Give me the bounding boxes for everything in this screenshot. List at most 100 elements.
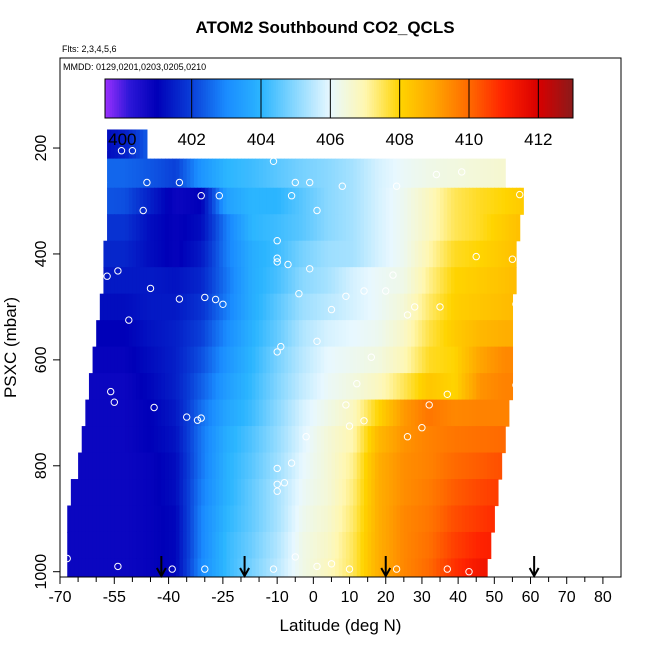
heatmap-cell — [114, 373, 119, 401]
heatmap-cell — [172, 479, 177, 507]
heatmap-cell — [219, 346, 224, 374]
heatmap-cell — [259, 399, 264, 427]
heatmap-cell — [208, 320, 213, 348]
colorbar-swatch — [411, 79, 415, 118]
heatmap-cell — [222, 267, 228, 295]
heatmap-cell — [237, 399, 242, 427]
heatmap-cell — [356, 158, 362, 189]
heatmap-cell — [389, 240, 394, 268]
heatmap-cell — [487, 531, 492, 560]
heatmap-cell — [230, 346, 235, 374]
heatmap-cell — [356, 505, 362, 533]
heatmap-cell — [465, 158, 470, 189]
heatmap-cell — [78, 452, 83, 480]
heatmap-cell — [183, 187, 188, 215]
heatmap-cell — [331, 214, 336, 242]
heatmap-cell — [74, 531, 79, 560]
heatmap-cell — [190, 479, 195, 507]
heatmap-cell — [288, 158, 293, 189]
heatmap-cell — [295, 293, 300, 321]
heatmap-cell — [212, 558, 217, 577]
heatmap-cell — [70, 479, 76, 507]
observation-marker — [114, 562, 122, 571]
heatmap-cell — [132, 267, 137, 295]
heatmap-cell — [248, 479, 253, 507]
heatmap-cell — [85, 426, 90, 454]
heatmap-cell — [107, 531, 112, 560]
colorbar-swatch — [521, 79, 525, 118]
heatmap-cell — [226, 320, 231, 348]
heatmap-cell — [331, 240, 336, 268]
heatmap-cell — [139, 320, 144, 348]
heatmap-cell — [154, 346, 159, 374]
heatmap-cell — [298, 531, 304, 560]
heatmap-cell — [208, 505, 213, 533]
heatmap-cell — [411, 531, 416, 560]
heatmap-cell — [215, 479, 220, 507]
heatmap-cell — [273, 531, 278, 560]
heatmap-cell — [259, 479, 264, 507]
heatmap-cell — [342, 320, 347, 348]
heatmap-cell — [447, 426, 452, 454]
heatmap-cell — [443, 158, 448, 189]
heatmap-cell — [396, 346, 401, 374]
heatmap-cell — [146, 399, 152, 427]
heatmap-cell — [251, 293, 257, 321]
heatmap-cell — [154, 214, 159, 242]
heatmap-cell — [237, 214, 242, 242]
heatmap-cell — [255, 479, 260, 507]
heatmap-cell — [201, 399, 206, 427]
heatmap-cell — [461, 558, 466, 577]
heatmap-cell — [421, 452, 427, 480]
heatmap-cell — [186, 399, 191, 427]
heatmap-cell — [378, 426, 383, 454]
heatmap-cell — [121, 240, 126, 268]
heatmap-cell — [302, 558, 307, 577]
heatmap-cell — [374, 426, 380, 454]
heatmap-cell — [338, 505, 343, 533]
heatmap-cell — [479, 479, 485, 507]
observation-marker — [360, 417, 368, 425]
heatmap-cell — [143, 267, 148, 295]
heatmap-cell — [436, 214, 441, 242]
heatmap-cell — [222, 452, 228, 480]
heatmap-cell — [494, 214, 499, 242]
heatmap-cell — [516, 214, 521, 242]
heatmap-cell — [277, 293, 282, 321]
heatmap-cell — [392, 505, 398, 533]
heatmap-cell — [110, 129, 115, 160]
x-tick-label: 70 — [558, 589, 576, 606]
colorbar-swatch — [315, 79, 319, 118]
heatmap-cell — [259, 426, 264, 454]
heatmap-cell — [501, 373, 506, 401]
heatmap-cell — [117, 558, 123, 577]
heatmap-cell — [374, 452, 380, 480]
heatmap-cell — [400, 531, 405, 560]
heatmap-cell — [237, 158, 242, 189]
heatmap-cell — [284, 346, 289, 374]
colorbar-swatch — [376, 79, 380, 118]
heatmap-band — [85, 399, 510, 427]
heatmap-cell — [262, 293, 267, 321]
heatmap-cell — [494, 479, 499, 507]
heatmap-cell — [136, 214, 141, 242]
heatmap-cell — [255, 187, 260, 215]
heatmap-cell — [81, 452, 86, 480]
heatmap-cell — [186, 373, 191, 401]
colorbar-swatch — [165, 79, 169, 118]
heatmap-cell — [219, 426, 224, 454]
heatmap-cell — [201, 346, 206, 374]
heatmap-cell — [172, 214, 177, 242]
observation-marker — [99, 178, 108, 187]
observation-marker — [327, 305, 336, 314]
heatmap-cell — [154, 293, 159, 321]
heatmap-cell — [132, 452, 137, 480]
observation-marker — [345, 422, 354, 430]
colorbar-swatch — [231, 79, 235, 118]
observation-marker — [273, 258, 281, 266]
heatmap-cell — [331, 158, 336, 189]
heatmap-cell — [374, 158, 380, 189]
heatmap-cell — [226, 346, 231, 374]
colorbar-swatch — [554, 79, 558, 118]
heatmap-cell — [316, 558, 322, 577]
